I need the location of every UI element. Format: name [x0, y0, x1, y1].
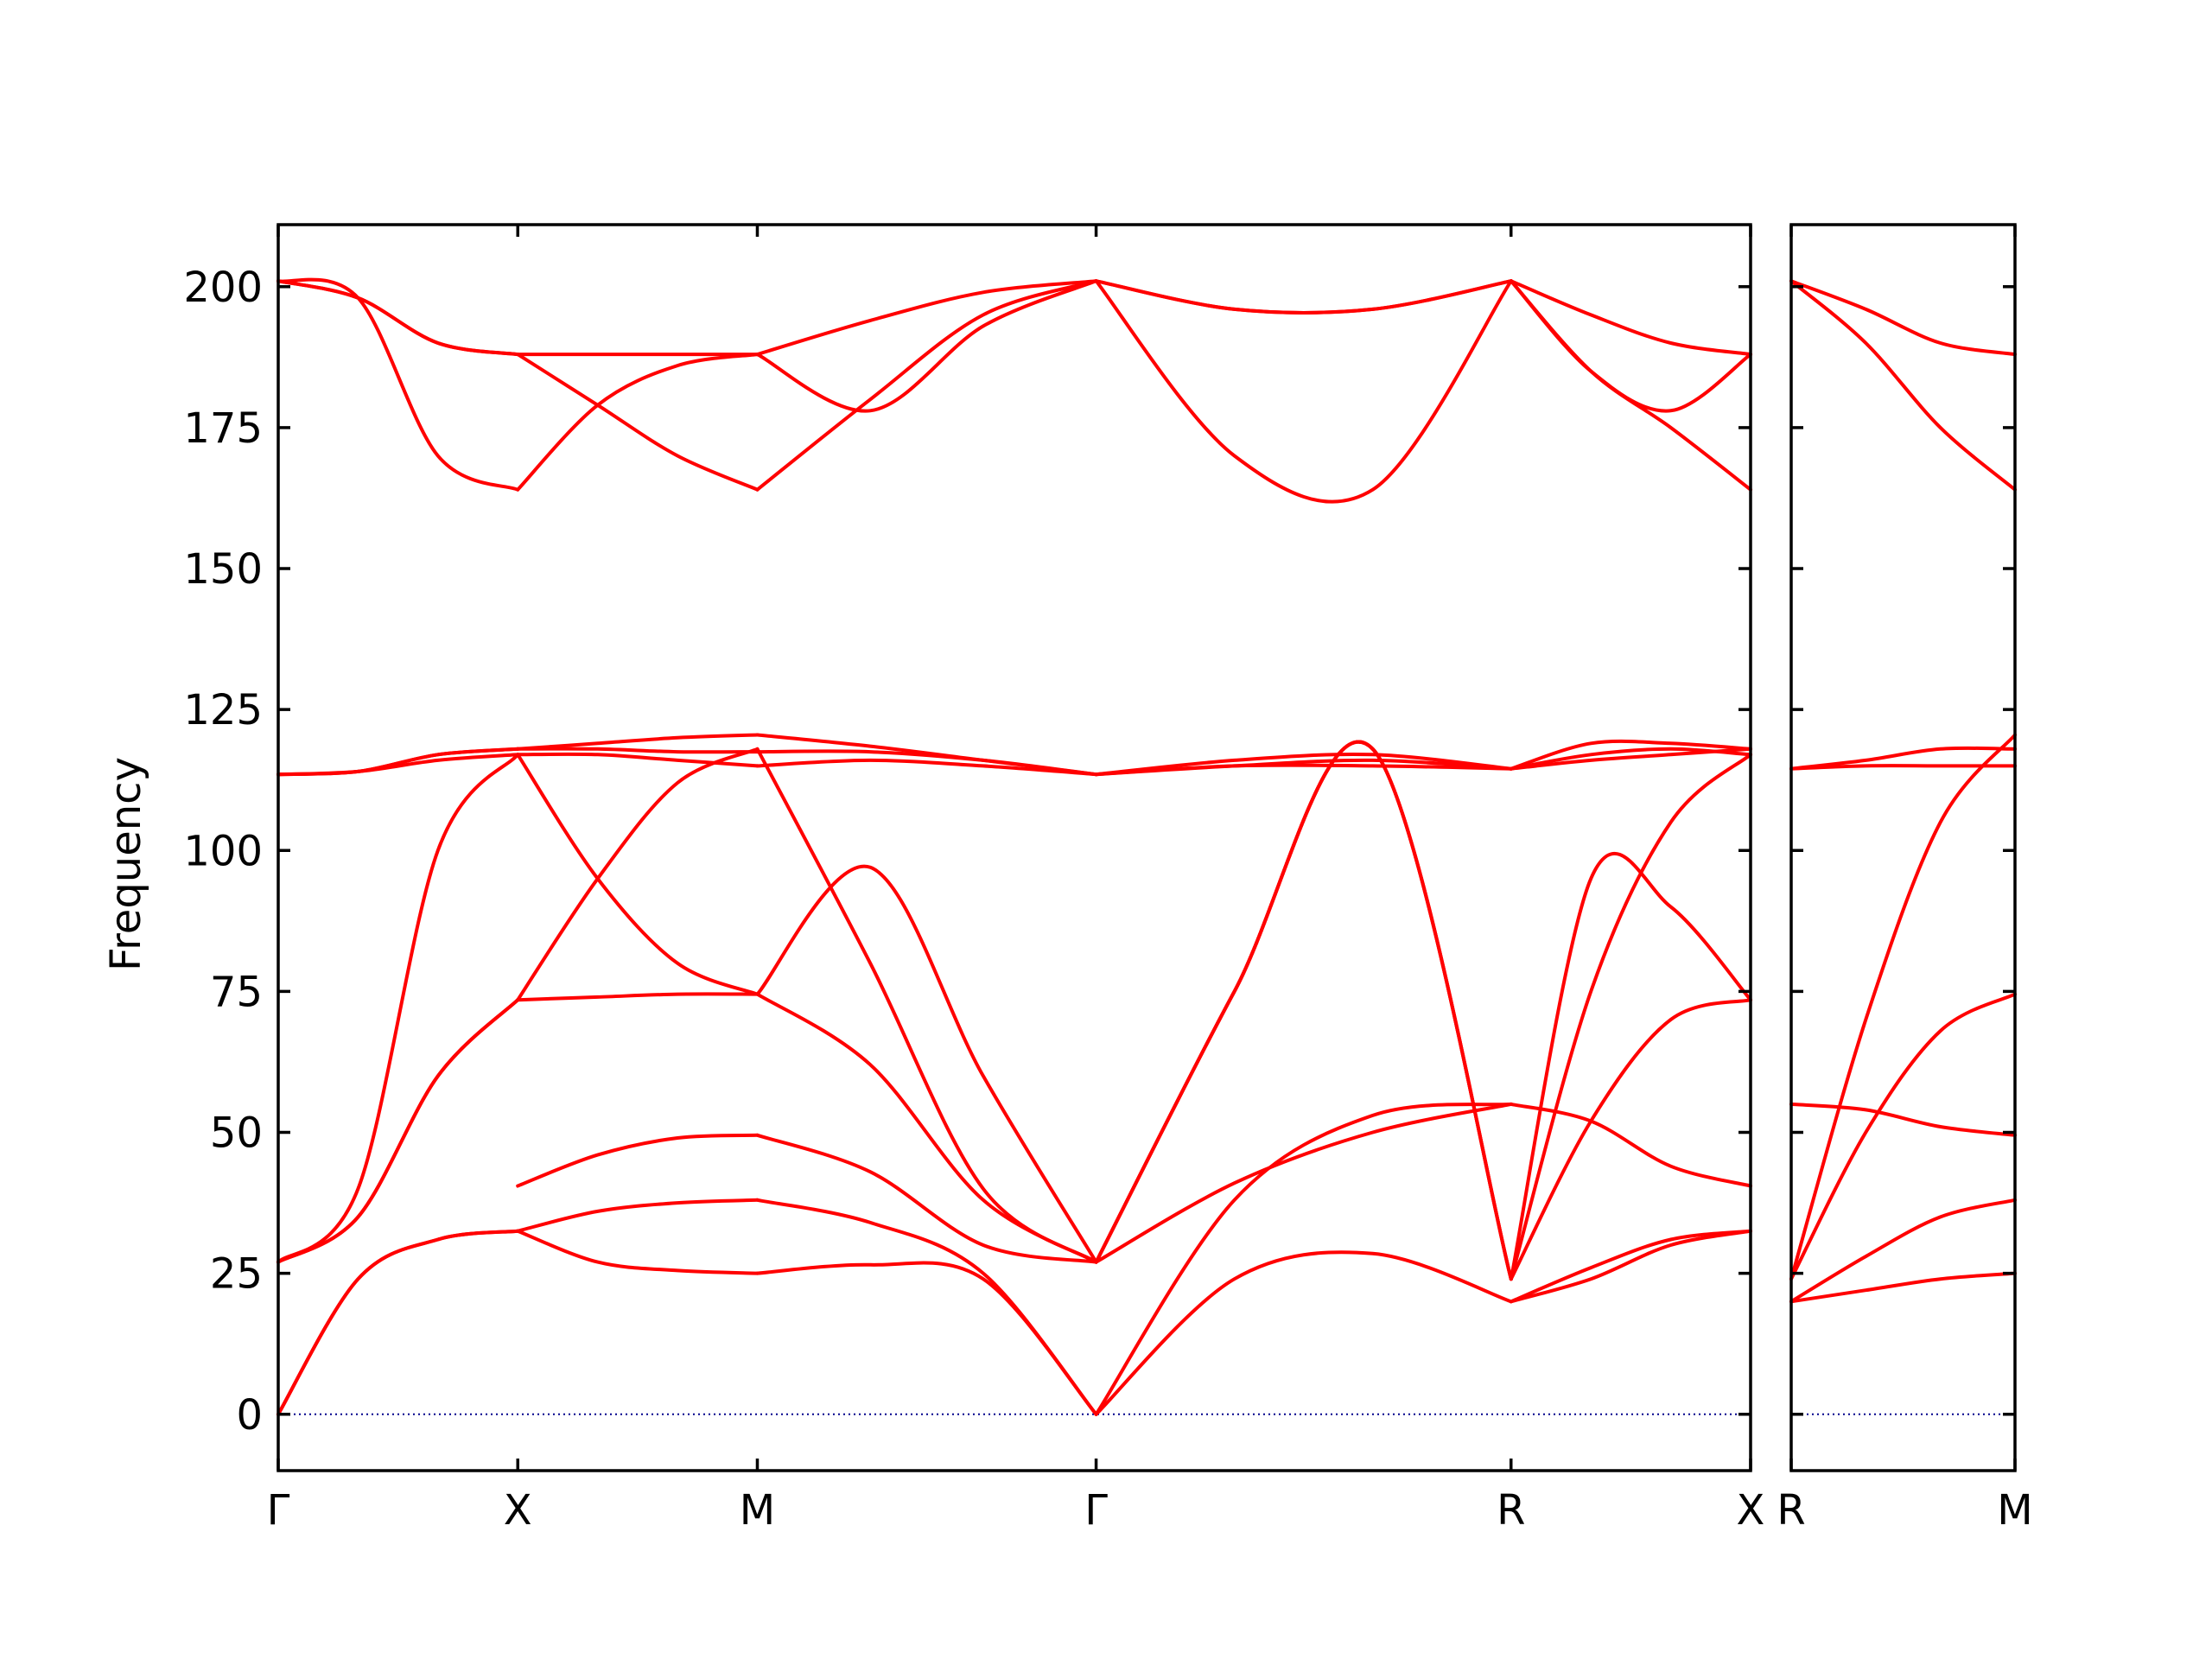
x-tick-label: M	[740, 1486, 775, 1535]
y-tick-label: 200	[183, 264, 263, 312]
band-line-seg4-2	[1509, 1102, 1752, 1188]
band-line-seg0-9	[276, 279, 520, 357]
y-tick-label: 125	[183, 686, 263, 734]
band-line-seg2-6	[755, 758, 1098, 777]
band-line-seg0-6	[1789, 746, 2017, 771]
band-line-seg3-8	[1094, 763, 1513, 777]
band-line-seg2-10	[755, 279, 1098, 492]
band-line-seg3-0	[1094, 1250, 1513, 1416]
band-line-seg0-10	[276, 277, 520, 492]
band-line-seg1-10	[516, 353, 760, 492]
band-line-seg0-5	[1789, 764, 2017, 771]
x-tick-label: Γ	[267, 1486, 290, 1535]
band-line-seg2-5	[755, 864, 1098, 1264]
band-line-seg0-2	[276, 998, 520, 1264]
y-tick-label: 175	[183, 404, 263, 453]
band-line-seg0-0	[276, 1229, 520, 1416]
band-line-seg3-1	[1094, 1102, 1513, 1416]
band-line-seg4-7	[1509, 747, 1752, 771]
band-line-seg2-8	[755, 733, 1098, 777]
band-line-seg0-6	[276, 747, 520, 777]
band-line-seg4-10	[1509, 279, 1752, 357]
band-line-seg4-11	[1509, 279, 1752, 492]
band-line-seg2-3	[755, 992, 1098, 1264]
band-line-seg4-3	[1509, 998, 1752, 1281]
band-line-seg0-8	[1789, 279, 2017, 492]
y-tick-label: 150	[183, 545, 263, 594]
plot-frame	[276, 223, 1752, 1472]
band-line-seg0-3	[1789, 992, 2017, 1281]
x-tick-label: M	[1997, 1486, 2032, 1535]
band-line-seg3-11	[1094, 279, 1513, 315]
x-tick-label: X	[1737, 1486, 1765, 1535]
x-tick-label: Γ	[1084, 1486, 1108, 1535]
main-panel: 0 25 50 75 100 125 150 175 200 Γ X M Γ R X	[183, 223, 1765, 1535]
band-line-seg2-11	[755, 279, 1098, 357]
band-line-seg2-1	[755, 1198, 1098, 1416]
band-line-seg1-2	[516, 1133, 760, 1188]
band-line-seg0-4	[276, 753, 520, 1264]
band-line-seg4-0	[1509, 1229, 1752, 1304]
band-line-seg2-0	[755, 1261, 1098, 1416]
x-tick-label: R	[1777, 1486, 1805, 1535]
band-line-seg1-3	[516, 992, 760, 1002]
x-tick-label: X	[504, 1486, 532, 1535]
x-tick-label: R	[1497, 1486, 1525, 1535]
band-line-seg3-10	[1094, 279, 1513, 504]
band-line-seg4-4	[1509, 852, 1752, 1281]
band-line-seg2-9	[755, 279, 1098, 413]
band-line-seg2-4	[755, 747, 1098, 1264]
band-line-seg0-1	[276, 1229, 520, 1416]
band-line-seg3-2	[1094, 1102, 1513, 1264]
band-line-seg1-0	[516, 1229, 760, 1275]
band-line-seg3-5	[1094, 740, 1513, 1281]
y-tick-label: 50	[210, 1109, 263, 1158]
band-line-seg1-1	[516, 1198, 760, 1233]
band-line-seg0-4	[1789, 733, 2017, 1281]
band-line-seg0-8	[276, 279, 520, 357]
band-line-seg0-7	[1789, 279, 2017, 357]
y-tick-label: 75	[210, 968, 263, 1016]
band-line-seg4-5	[1509, 753, 1752, 1281]
band-line-seg4-9	[1509, 279, 1752, 413]
y-tick-label: 100	[183, 827, 263, 875]
band-line-seg0-1	[1789, 1198, 2017, 1304]
band-line-seg2-2	[755, 1133, 1098, 1264]
band-line-seg4-1	[1509, 1229, 1752, 1304]
band-line-seg1-5	[516, 753, 760, 996]
band-line-seg1-7	[516, 747, 760, 754]
band-line-seg0-3	[276, 998, 520, 1264]
y-axis-label: Frequency	[102, 757, 150, 971]
y-tick-label: 0	[236, 1391, 263, 1440]
band-line-seg1-4	[516, 747, 760, 1002]
band-line-seg0-7	[276, 753, 520, 777]
band-line-seg1-11	[516, 353, 760, 492]
plot-frame	[1789, 223, 2017, 1472]
band-line-seg3-7	[1094, 752, 1513, 777]
band-line-seg0-2	[1789, 1102, 2017, 1137]
band-line-seg1-8	[516, 733, 760, 751]
band-line-seg1-6	[516, 752, 760, 768]
y-tick-label: 25	[210, 1250, 263, 1299]
band-line-seg0-0	[1789, 1271, 2017, 1304]
band-line-seg4-8	[1509, 739, 1752, 771]
